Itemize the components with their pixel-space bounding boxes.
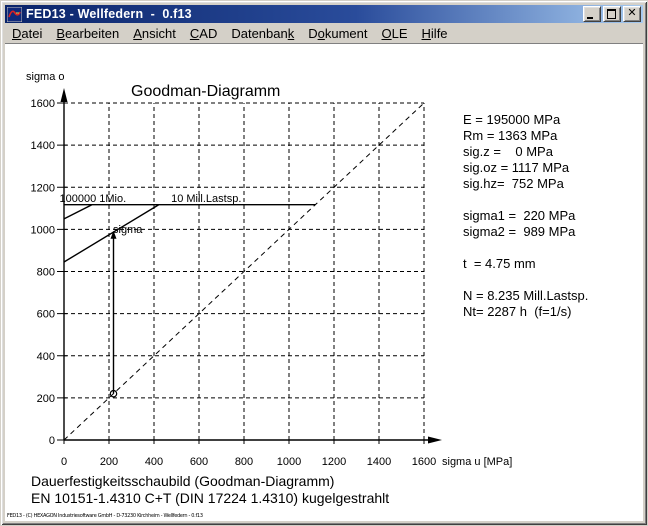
goodman-chart: 0 200 400 600 800 1000 1200 1400 1600 0 200 400 600 8…	[26, 71, 512, 468]
chart-caption: Dauerfestigkeitsschaubild (Goodman-Diagr…	[31, 473, 389, 506]
maximize-button[interactable]	[603, 6, 621, 22]
close-button[interactable]: ✕	[623, 6, 641, 22]
result-line: sig.oz = 1117 MPa	[463, 160, 570, 175]
title-bar[interactable]: FED13 - Wellfedern - 0.f13 ✕	[5, 5, 643, 23]
menu-item-datenbank[interactable]: Datenbank	[231, 26, 295, 41]
window-title: FED13 - Wellfedern - 0.f13	[26, 7, 192, 21]
x-tick-label: 800	[235, 456, 253, 468]
menu-item-bearbeiten[interactable]: Bearbeiten	[56, 26, 120, 41]
y-tick-label: 1000	[31, 224, 55, 236]
close-icon: ✕	[627, 6, 637, 19]
x-tick-label: 1000	[277, 456, 301, 468]
caption-line-1: Dauerfestigkeitsschaubild (Goodman-Diagr…	[31, 473, 335, 489]
x-axis-label: sigma u [MPa]	[442, 456, 512, 468]
x-tick-label: 200	[100, 456, 118, 468]
series-fatigue-limit-10-mill-cycles	[63, 204, 160, 263]
series-fatigue-limit-100000-cycles	[63, 204, 93, 220]
y-axis-arrow	[60, 88, 68, 102]
minimize-button[interactable]	[583, 6, 601, 22]
y-tick-label: 400	[37, 351, 55, 363]
caption-line-2: EN 10151-1.4310 C+T (DIN 17224 1.4310) k…	[31, 489, 390, 506]
x-tick-label: 0	[61, 456, 67, 468]
minimize-icon	[587, 17, 593, 19]
results-panel: E = 195000 MPa Rm = 1363 MPa sig.z = 0 MPa…	[463, 112, 588, 320]
result-line	[463, 272, 588, 288]
y-axis-label: sigma o	[26, 71, 65, 83]
window-controls: ✕	[583, 6, 641, 22]
y-tick-label: 1600	[31, 98, 55, 110]
menu-item-dokument[interactable]: Dokument	[308, 26, 368, 41]
x-tick-label: 1600	[412, 456, 436, 468]
status-text: FED13 - (C) HEXAGON Industriesoftware Gm…	[7, 513, 203, 519]
x-tick-label: 1200	[322, 456, 346, 468]
app-icon-curve	[8, 10, 21, 17]
menu-item-ansicht[interactable]: Ansicht	[133, 26, 176, 41]
result-line: sigma2 = 989 MPa	[463, 224, 576, 239]
client-area: 0 200 400 600 800 1000 1200 1400 1600 0 200 400 600 8…	[5, 43, 643, 521]
app-icon[interactable]	[7, 6, 22, 22]
result-line: N = 8.235 Mill.Lastsp.	[463, 288, 589, 303]
y-tick-label: 800	[37, 267, 55, 279]
menu-item-ole[interactable]: OLE	[381, 26, 408, 41]
x-axis-arrow	[428, 436, 442, 444]
result-line: sigma1 = 220 MPa	[463, 208, 576, 223]
chart-annotation: 10 Mill.Lastsp.	[171, 193, 241, 205]
chart-annotation: 100000 1Mio.	[60, 193, 127, 205]
menu-item-hilfe[interactable]: Hilfe	[421, 26, 448, 41]
y-tick-label: 1400	[31, 140, 55, 152]
point-marker-circle	[109, 389, 118, 398]
y-tick-label: 200	[37, 393, 55, 405]
result-line: E = 195000 MPa	[463, 112, 561, 127]
y-tick-label: 600	[37, 309, 55, 321]
y-tick-label: 1200	[31, 182, 55, 194]
series-45-degree-line sigma o = sigma u	[63, 102, 425, 441]
line-end-arrow	[110, 230, 117, 239]
x-tick-label: 600	[190, 456, 208, 468]
app-icon-bg	[7, 6, 22, 22]
result-line	[463, 192, 588, 208]
menu-item-datei[interactable]: Datei	[12, 26, 43, 41]
x-tick-label: 400	[145, 456, 163, 468]
result-line: sig.z = 0 MPa	[463, 144, 553, 159]
menu-item-cad[interactable]: CAD	[189, 26, 218, 41]
result-line: t = 4.75 mm	[463, 256, 536, 271]
maximize-icon	[607, 9, 616, 19]
result-line	[463, 240, 588, 256]
chart-title: Goodman-Diagramm	[131, 83, 280, 100]
y-tick-label: 0	[49, 435, 55, 447]
chart-annotation: sigma	[113, 224, 143, 236]
result-line: Nt= 2287 h (f=1/s)	[463, 304, 572, 319]
x-tick-label: 1400	[367, 456, 391, 468]
result-line: sig.hz= 752 MPa	[463, 176, 564, 191]
menu-bar: Datei Bearbeiten Ansicht CAD Datenbank Dokume…	[5, 24, 643, 43]
result-line: Rm = 1363 MPa	[463, 128, 558, 143]
